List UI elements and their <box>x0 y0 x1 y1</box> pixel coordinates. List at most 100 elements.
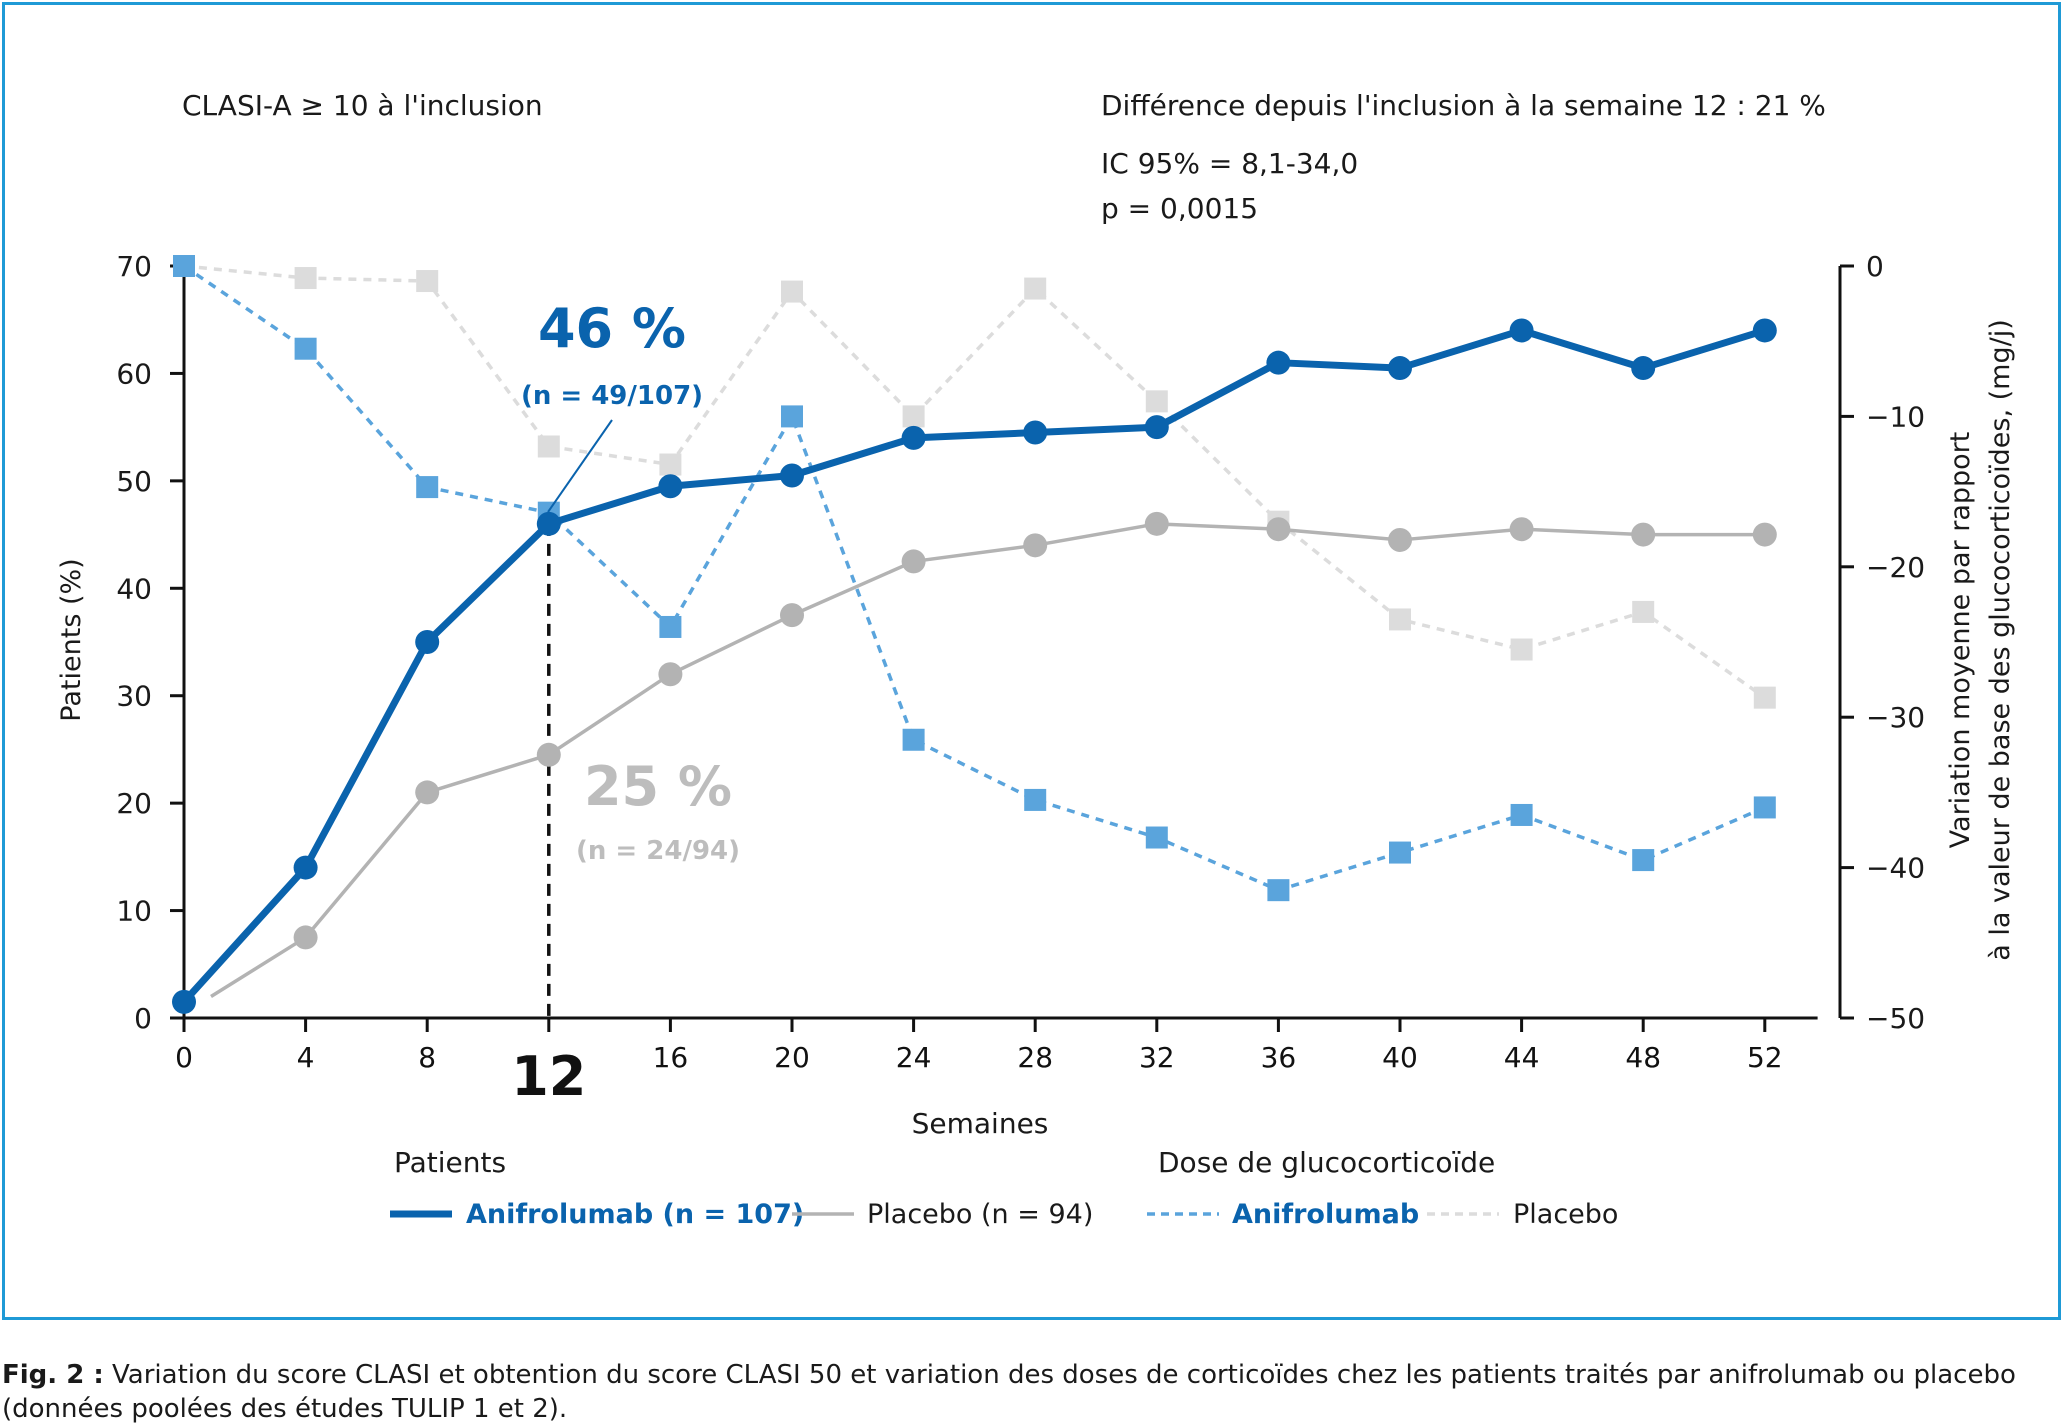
difference-label: Différence depuis l'inclusion à la semai… <box>1101 89 1826 122</box>
ci-label: IC 95% = 8,1-34,0 <box>1101 147 1358 180</box>
data-point-anifrolumab-dose <box>1753 796 1776 819</box>
anifrolumab-n-annotation: (n = 49/107) <box>521 381 703 411</box>
data-point-placebo-n-94 <box>658 662 683 687</box>
data-point-anifrolumab-n-107 <box>1023 420 1048 445</box>
data-point-anifrolumab-dose <box>1267 879 1290 902</box>
x-tick-label: 52 <box>1747 1041 1783 1074</box>
x-tick-label: 4 <box>297 1041 315 1074</box>
data-point-anifrolumab-n-107 <box>415 630 440 654</box>
y-tick-label: 20 <box>116 787 152 820</box>
data-point-placebo-dose <box>1632 600 1655 623</box>
x-tick-label: 0 <box>175 1041 193 1074</box>
y2-tick-label: −40 <box>1866 852 1925 885</box>
subgroup-label: CLASI-A ≥ 10 à l'inclusion <box>182 89 543 122</box>
data-point-placebo-dose <box>781 280 803 303</box>
x-tick-label: 48 <box>1625 1041 1661 1074</box>
y-tick-label: 40 <box>116 572 152 605</box>
data-point-anifrolumab-n-107 <box>1266 350 1291 375</box>
data-point-anifrolumab-n-107 <box>1752 318 1777 343</box>
data-point-anifrolumab-n-107 <box>293 855 318 880</box>
caption-text: Variation du score CLASI et obtention du… <box>2 1360 2016 1424</box>
x-tick-label: 28 <box>1017 1041 1053 1074</box>
y-tick-label: 0 <box>134 1002 152 1035</box>
data-point-placebo-n-94 <box>1144 511 1169 536</box>
data-point-anifrolumab-dose <box>1510 803 1533 826</box>
annotation-leader-line <box>547 419 613 513</box>
legend-label-anifrolumab-dose: Anifrolumab <box>1232 1199 1419 1230</box>
data-point-anifrolumab-n-107 <box>1631 356 1656 381</box>
data-point-anifrolumab-n-107 <box>1144 415 1169 440</box>
legend: Patients Dose de glucocorticoïde Anifrol… <box>390 1146 1618 1230</box>
y2-tick-label: −30 <box>1866 701 1925 734</box>
x-tick-label: 40 <box>1382 1041 1418 1074</box>
data-point-placebo-n-94 <box>1266 517 1291 542</box>
data-point-placebo-dose <box>416 270 439 293</box>
x-tick-label: 12 <box>511 1045 586 1108</box>
placebo-percent-annotation: 25 % <box>584 755 732 818</box>
x-tick-label: 32 <box>1139 1041 1175 1074</box>
series <box>172 255 1777 1014</box>
anifrolumab-percent-annotation: 46 % <box>538 297 686 360</box>
y-tick-label: 30 <box>116 680 152 713</box>
data-point-placebo-dose <box>1024 277 1047 300</box>
data-point-anifrolumab-dose <box>173 255 195 277</box>
data-point-anifrolumab-dose <box>1024 788 1047 811</box>
y-tick-label: 50 <box>116 465 152 498</box>
y-axis-label: Patients (%) <box>56 558 87 721</box>
data-point-placebo-dose <box>294 267 317 290</box>
axes: 0 10 20 30 40 50 60 70 0 −10 −20 −30 −40 −50 0 4 8 12 16 20… <box>116 250 1925 1108</box>
x-tick-label: 44 <box>1504 1041 1540 1074</box>
data-point-placebo-n-94 <box>1388 527 1412 552</box>
y-tick-label: 60 <box>116 357 152 390</box>
pvalue-label: p = 0,0015 <box>1101 192 1258 225</box>
caption-label: Fig. 2 : <box>2 1360 104 1390</box>
y-tick-label: 10 <box>116 895 152 928</box>
legend-label-placebo-dose: Placebo <box>1513 1199 1618 1230</box>
data-point-placebo-n-94 <box>415 780 440 805</box>
data-point-placebo-dose <box>1145 390 1168 413</box>
data-point-placebo-n-94 <box>901 549 926 574</box>
x-axis-label: Semaines <box>912 1107 1049 1140</box>
data-point-anifrolumab-dose <box>659 615 682 638</box>
series-line-placebo-n-94 <box>210 522 1765 998</box>
y2-tick-label: −50 <box>1866 1002 1925 1035</box>
legend-group-patients-title: Patients <box>394 1146 506 1179</box>
data-point-placebo-n-94 <box>1509 517 1534 542</box>
y2-tick-label: 0 <box>1866 250 1884 283</box>
series-line-placebo-dose <box>183 264 1766 700</box>
x-tick-label: 16 <box>653 1041 689 1074</box>
legend-group-dose-title: Dose de glucocorticoïde <box>1158 1146 1495 1179</box>
data-point-placebo-n-94 <box>293 925 318 950</box>
figure-caption: Fig. 2 : Variation du score CLASI et obt… <box>2 1358 2062 1426</box>
legend-label-placebo: Placebo (n = 94) <box>867 1199 1093 1230</box>
data-point-placebo-n-94 <box>536 742 561 767</box>
data-point-placebo-n-94 <box>780 603 804 628</box>
y-tick-label: 70 <box>116 250 152 283</box>
data-point-anifrolumab-n-107 <box>1388 356 1412 381</box>
series-line-anifrolumab-dose <box>183 264 1766 892</box>
x-tick-label: 36 <box>1261 1041 1297 1074</box>
chart: CLASI-A ≥ 10 à l'inclusion Différence de… <box>56 89 2016 1230</box>
data-point-anifrolumab-n-107 <box>658 474 683 499</box>
x-tick-label: 24 <box>896 1041 932 1074</box>
data-point-placebo-dose <box>537 435 560 458</box>
data-point-anifrolumab-dose <box>902 728 925 751</box>
data-point-anifrolumab-n-107 <box>780 463 804 488</box>
data-point-anifrolumab-n-107 <box>1509 318 1534 343</box>
series-line-anifrolumab-n-107 <box>181 326 1766 1005</box>
data-point-anifrolumab-dose <box>1145 826 1168 849</box>
y2-tick-label: −20 <box>1866 551 1925 584</box>
data-point-placebo-n-94 <box>1631 522 1656 547</box>
data-point-anifrolumab-n-107 <box>901 425 926 450</box>
y2-axis-label-line1: Variation moyenne par rapport <box>1945 432 1976 849</box>
data-point-anifrolumab-dose <box>1389 841 1411 864</box>
x-tick-label: 20 <box>774 1041 810 1074</box>
data-point-placebo-dose <box>902 405 925 428</box>
data-point-anifrolumab-n-107 <box>536 511 561 536</box>
data-point-placebo-n-94 <box>1752 522 1777 547</box>
y2-tick-label: −10 <box>1866 400 1925 433</box>
data-point-anifrolumab-dose <box>781 405 803 428</box>
data-point-anifrolumab-dose <box>1632 849 1655 872</box>
data-point-anifrolumab-dose <box>294 337 317 360</box>
data-point-placebo-dose <box>1389 608 1411 631</box>
